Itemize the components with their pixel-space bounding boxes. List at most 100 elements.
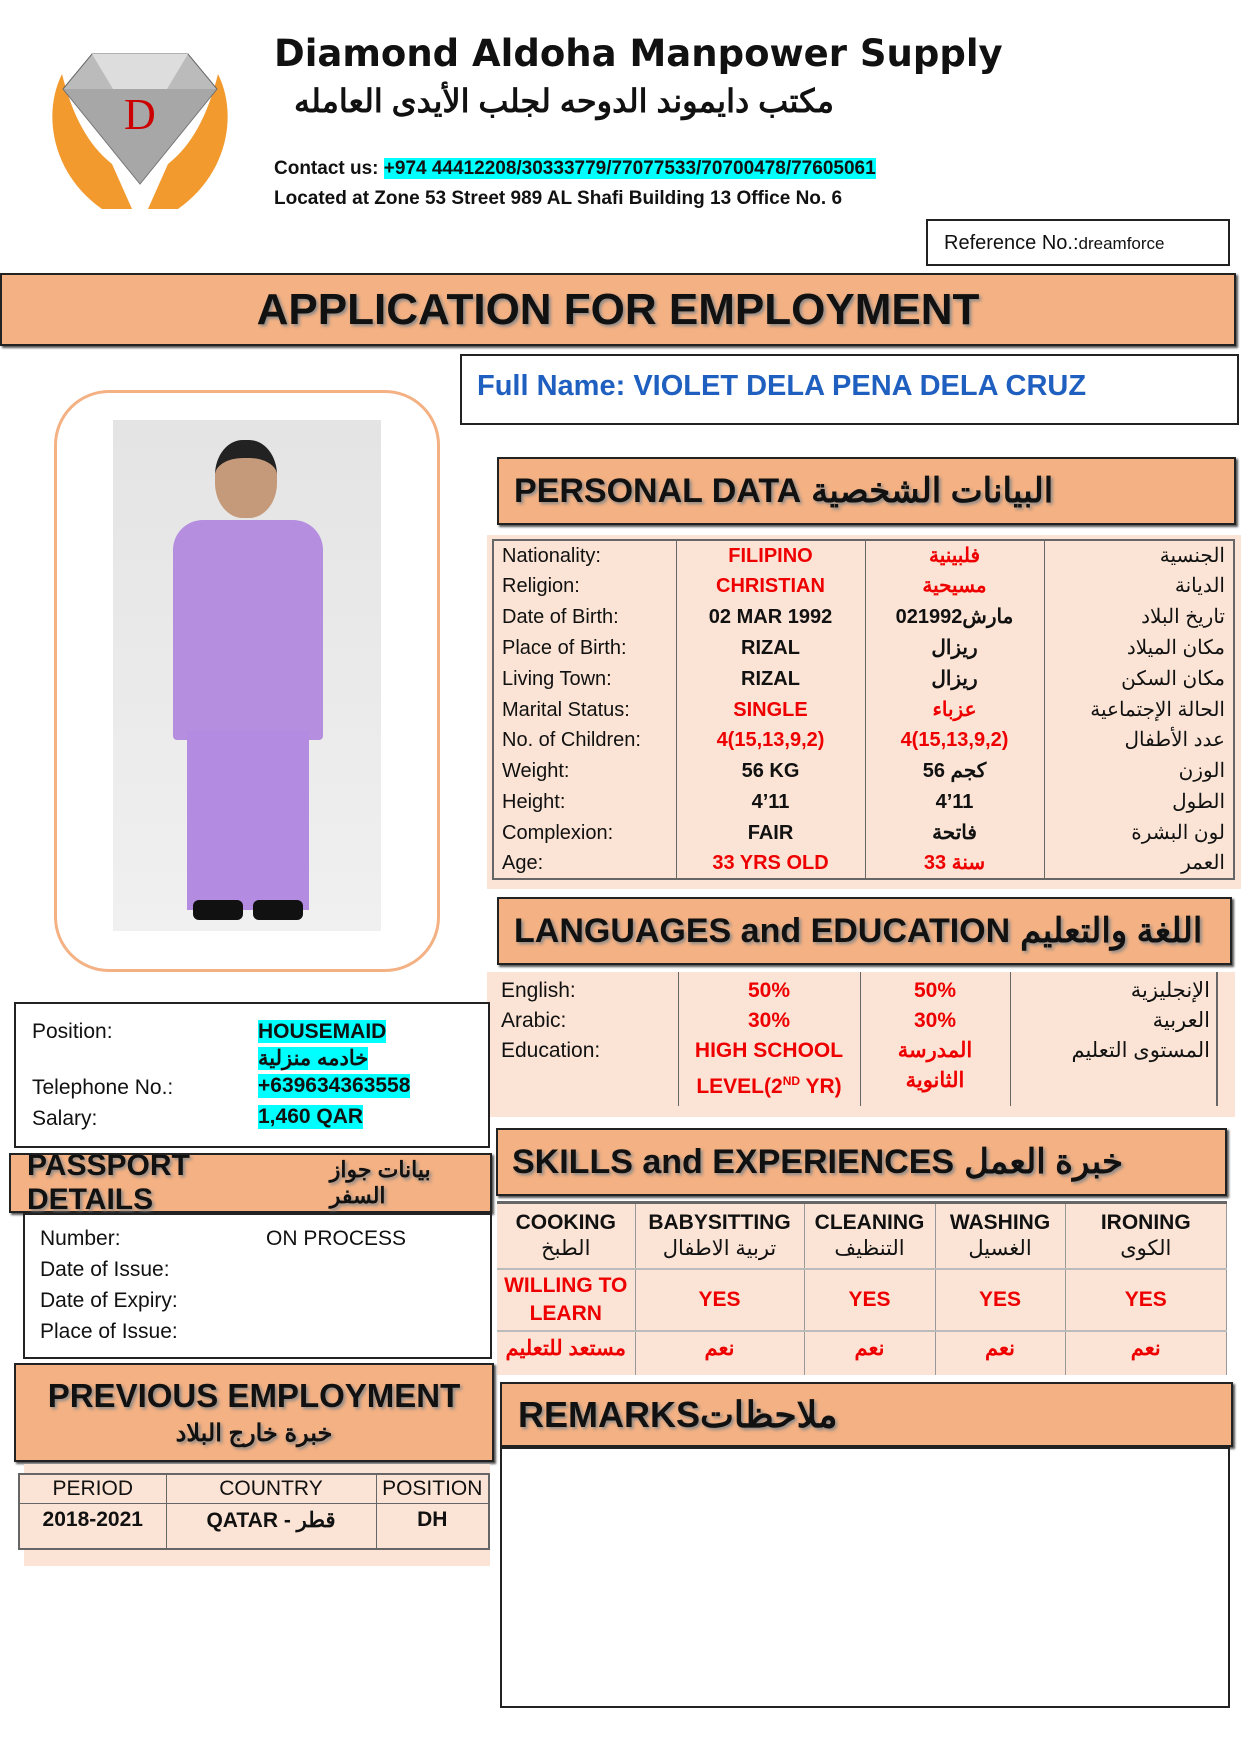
field-label: Nationality:	[502, 545, 601, 567]
field-value-ar: فلبينية	[864, 540, 1044, 571]
field-value-ar: 33 سنة	[864, 848, 1044, 880]
skill-header: BABYSITTING تربية الاطفال	[635, 1202, 805, 1270]
reference-value: dreamforce	[1078, 234, 1165, 253]
field-value-ar: ريزال	[864, 632, 1044, 664]
field-value-ar: 56 كجم	[864, 755, 1044, 787]
position-cell: DH	[375, 1502, 490, 1550]
personal-data-header: PERSONAL DATA البيانات الشخصية	[497, 457, 1236, 525]
reference-label: Reference No.:	[944, 232, 1079, 254]
field-label-ar: لون البشرة	[1043, 817, 1234, 849]
skill-value: YES	[635, 1268, 805, 1332]
education-value-2: LEVEL(2ND YR)	[696, 1074, 842, 1098]
languages-section: English: Arabic: Education: 50% 30% HIGH…	[487, 972, 1235, 1117]
contact-line: Contact us: +974 44412208/30333779/77077…	[274, 158, 876, 180]
contact-label: Contact us:	[274, 158, 379, 179]
contact-numbers: +974 44412208/30333779/77077533/70700478…	[383, 158, 876, 179]
personal-title-en: PERSONAL DATA	[514, 471, 802, 510]
field-value: RIZAL	[675, 632, 865, 664]
personal-row: No. of Children: 4(15,13,9,2) 4(15,13,9,…	[493, 724, 1234, 756]
field-value-ar: 4(15,13,9,2)	[864, 724, 1044, 756]
field-label: Height:	[502, 790, 566, 813]
full-name-label: Full Name:	[477, 370, 626, 402]
field-value: 02 MAR 1992	[675, 601, 865, 633]
place-of-issue-label: Place of Issue:	[40, 1320, 178, 1343]
field-label: No. of Children:	[502, 729, 641, 752]
country-cell: QATAR - قطر	[165, 1502, 377, 1550]
languages-values-ar: 50% 30% المدرسة الثانوية	[860, 976, 1010, 1096]
skill-header: WASHING الغسيل	[935, 1202, 1066, 1270]
salary-value: 1,460 QAR	[258, 1105, 364, 1129]
field-value: FAIR	[675, 817, 865, 849]
personal-row: Marital Status: SINGLE عزباء الحالة الإج…	[493, 694, 1234, 725]
education-value-ar: المدرسة	[897, 1039, 973, 1062]
period-cell: 2018-2021	[18, 1502, 167, 1550]
personal-data-table: Nationality: FILIPINO فلبينية الجنسية Rel…	[492, 539, 1235, 881]
field-label-ar: مكان الميلاد	[1043, 632, 1234, 664]
skill-value: YES	[1065, 1268, 1227, 1332]
full-name-box: Full Name: VIOLET DELA PENA DELA CRUZ	[460, 354, 1239, 425]
field-label: Living Town:	[502, 667, 612, 690]
field-value: 33 YRS OLD	[675, 848, 865, 880]
field-label-ar: الحالة الإجتماعية	[1043, 694, 1234, 725]
languages-title-ar: اللغة والتعليم	[1020, 912, 1203, 950]
arabic-label: Arabic:	[501, 1009, 567, 1032]
field-label-ar: الجنسية	[1043, 540, 1234, 571]
col-header-position: POSITION	[375, 1473, 490, 1504]
field-label: Place of Birth:	[502, 636, 627, 659]
field-value: 56 KG	[675, 755, 865, 787]
english-value-ar: 50%	[913, 979, 957, 1002]
arabic-label-ar: العربية	[1152, 1009, 1210, 1032]
skills-table: COOKING الطبخ BABYSITTING تربية الاطفال CLEA…	[497, 1201, 1227, 1375]
field-value-ar: ريزال	[864, 663, 1044, 695]
field-value-ar: 4’11	[864, 786, 1044, 818]
skill-value-ar: نعم	[1065, 1330, 1227, 1375]
personal-row: Living Town: RIZAL ريزال مكان السكن	[493, 663, 1234, 695]
remarks-title-ar: ملاحظات	[700, 1393, 838, 1435]
field-label: Weight:	[502, 760, 570, 783]
english-label: English:	[501, 979, 576, 1002]
field-label: Religion:	[502, 575, 580, 598]
skills-header: SKILLS and EXPERIENCES خبرة العمل	[496, 1128, 1227, 1196]
company-name: Diamond Aldoha Manpower Supply	[274, 32, 1003, 75]
remarks-header: REMARKS ملاحظات	[500, 1382, 1233, 1447]
languages-labels-ar: الإنجليزية العربية المستوى التعليم	[1010, 976, 1210, 1066]
field-value-ar: مسيحية	[864, 571, 1044, 602]
passport-title-ar: بيانات جواز السفر	[329, 1157, 431, 1208]
company-name-arabic: مكتب دايموند الدوحه لجلب الأيدى العامله	[294, 83, 834, 119]
personal-row: Nationality: FILIPINO فلبينية الجنسية	[493, 540, 1234, 571]
languages-values: 50% 30% HIGH SCHOOL LEVEL(2ND YR)	[678, 976, 860, 1102]
education-value-ar-2: الثانوية	[905, 1069, 965, 1092]
arabic-value-ar: 30%	[913, 1009, 957, 1032]
photo-frame	[54, 390, 440, 972]
field-label-ar: العمر	[1043, 848, 1234, 880]
date-of-expiry-label: Date of Expiry:	[40, 1289, 178, 1312]
field-value: RIZAL	[675, 663, 865, 695]
previous-employment-header: PREVIOUS EMPLOYMENT خبرة خارج البلاد	[14, 1363, 494, 1462]
field-value: CHRISTIAN	[675, 571, 865, 602]
skill-header: IRONING الكوى	[1065, 1202, 1227, 1270]
english-label-ar: الإنجليزية	[1130, 979, 1210, 1002]
skill-value-ar: نعم	[935, 1330, 1066, 1375]
skill-value: WILLING TO LEARN	[497, 1268, 636, 1332]
page-title-text: APPLICATION FOR EMPLOYMENT	[256, 284, 980, 334]
phone-value: +639634363558	[258, 1074, 411, 1098]
company-logo: D DD	[32, 34, 248, 214]
field-value: 4(15,13,9,2)	[675, 724, 865, 756]
field-label-ar: تاريخ البلاد	[1043, 601, 1234, 633]
address: Located at Zone 53 Street 989 AL Shafi B…	[274, 188, 843, 209]
field-label-ar: مكان السكن	[1043, 663, 1234, 695]
skill-header: COOKING الطبخ	[497, 1202, 636, 1270]
personal-row: Date of Birth: 02 MAR 1992 02مارش1992 تا…	[493, 601, 1234, 633]
skill-value-ar: نعم	[804, 1330, 936, 1375]
reference-box: Reference No.:dreamforce	[926, 219, 1230, 266]
skill-header: CLEANING التنظيف	[804, 1202, 936, 1270]
col-header-country: COUNTRY	[165, 1473, 377, 1504]
passport-body: Number: ON PROCESS Date of Issue: Date of…	[23, 1213, 492, 1359]
page-title: APPLICATION FOR EMPLOYMENT	[0, 273, 1236, 346]
salary-label: Salary:	[32, 1107, 98, 1130]
languages-labels: English: Arabic: Education:	[501, 976, 600, 1066]
education-label-ar: المستوى التعليم	[1071, 1039, 1210, 1062]
personal-row: Complexion: FAIR فاتحة لون البشرة	[493, 817, 1234, 849]
education-value: HIGH SCHOOL	[694, 1039, 844, 1062]
col-header-period: PERIOD	[18, 1473, 167, 1504]
